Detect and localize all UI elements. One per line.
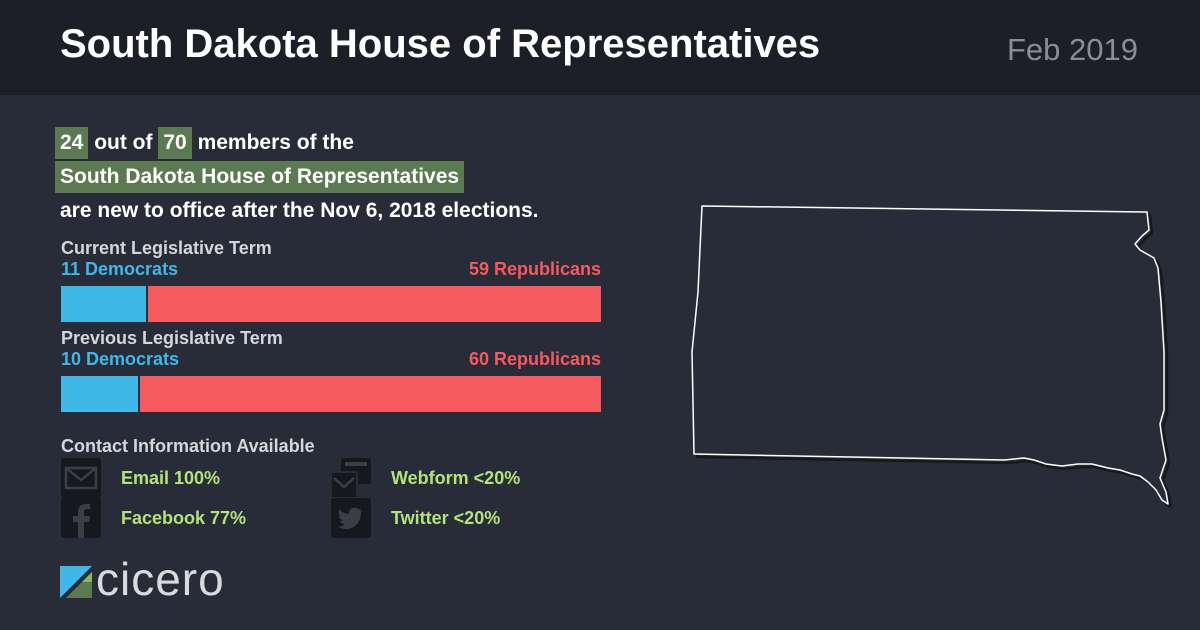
email-label: Email 100% (121, 468, 221, 488)
current-republicans-label: 59 Republicans (468, 259, 601, 279)
current-term-bar (61, 286, 601, 322)
twitter-label: Twitter <20% (391, 508, 501, 528)
current-democrats-label: 11 Democrats (61, 259, 179, 279)
previous-term: Previous Legislative Term 10 Democrats 6… (61, 327, 601, 412)
webform-label: Webform <20% (391, 468, 521, 488)
previous-term-label: Previous Legislative Term (61, 328, 283, 348)
summary-tail: are new to office after the Nov 6, 2018 … (60, 199, 539, 222)
previous-republicans-bar (140, 376, 601, 412)
email-icon (61, 458, 101, 498)
chamber-name: South Dakota House of Representatives (55, 161, 465, 193)
previous-democrats-label: 10 Democrats (61, 349, 180, 369)
cicero-logo-mark-icon (60, 566, 92, 598)
total-members-count: 70 (158, 127, 192, 159)
summary-text: 24 out of 70 members of the South Dakota… (55, 126, 675, 228)
new-members-count: 24 (55, 127, 89, 159)
previous-term-bar (61, 376, 601, 412)
page-title: South Dakota House of Representatives (60, 22, 821, 66)
previous-republicans-label: 60 Republicans (468, 349, 601, 369)
current-term: Current Legislative Term 11 Democrats 59… (61, 237, 601, 322)
summary-out-of: out of (94, 131, 153, 154)
current-democrats-bar (61, 286, 146, 322)
south-dakota-map (691, 205, 1173, 509)
current-republicans-bar (148, 286, 601, 322)
previous-democrats-bar (61, 376, 138, 412)
twitter-icon (331, 498, 371, 538)
header-bar: South Dakota House of Representatives Fe… (0, 0, 1200, 95)
cicero-logo-text: cicero (96, 553, 225, 605)
summary-members-of-the: members of the (197, 131, 354, 154)
date-label: Feb 2019 (1007, 32, 1138, 67)
webform-icon (331, 458, 371, 498)
facebook-label: Facebook 77% (121, 508, 247, 528)
contact-title: Contact Information Available (61, 436, 315, 456)
facebook-icon (61, 498, 101, 538)
current-term-label: Current Legislative Term (61, 238, 272, 258)
